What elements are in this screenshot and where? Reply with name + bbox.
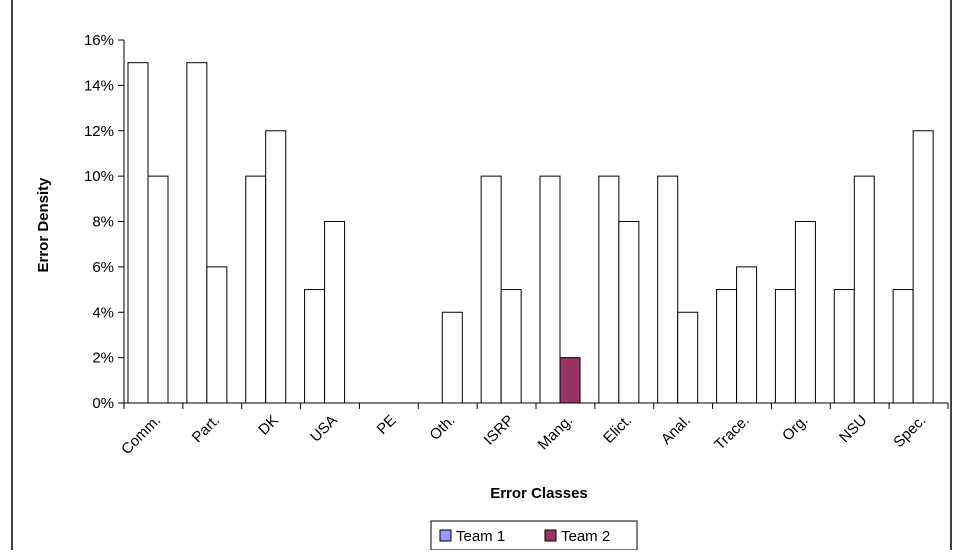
y-tick-label: 8% xyxy=(92,214,114,231)
bar-team-1 xyxy=(304,289,326,404)
bar-team-1 xyxy=(127,62,149,404)
x-tick-label: Org. xyxy=(779,412,812,445)
bar-team-2 xyxy=(736,266,758,404)
y-tick-label: 10% xyxy=(84,168,114,185)
x-tick-label: NSU xyxy=(836,412,870,446)
x-tick-label: Anal. xyxy=(658,412,694,448)
bar-team-2 xyxy=(853,175,875,404)
legend-box xyxy=(430,520,638,551)
bars xyxy=(127,62,934,404)
bar-team-1 xyxy=(480,175,502,404)
bar-team-2 xyxy=(324,221,346,404)
y-tick-label: 14% xyxy=(84,77,114,94)
y-tick-label: 6% xyxy=(92,259,114,276)
x-tick-label: Trace. xyxy=(711,412,753,454)
legend-swatch-team-2 xyxy=(544,529,557,542)
legend: Team 1 Team 2 xyxy=(430,520,638,551)
x-tick-label: Elict. xyxy=(600,412,635,447)
bar-team-2 xyxy=(912,130,934,404)
y-tick-label: 4% xyxy=(92,304,114,321)
y-tick-label: 16% xyxy=(84,32,114,49)
x-tick-label: Part. xyxy=(189,412,223,446)
bar-team-2 xyxy=(794,221,816,404)
x-tick-label: Oth. xyxy=(426,412,458,444)
bar-team-2 xyxy=(559,357,581,404)
bar-team-2 xyxy=(618,221,640,404)
x-tick-label: Mang. xyxy=(535,412,577,454)
y-tick-label: 0% xyxy=(92,395,114,412)
bar-team-1 xyxy=(833,289,855,404)
x-tick-label: USA xyxy=(307,412,341,446)
x-tick-label: ISRP xyxy=(481,412,518,449)
bar-team-1 xyxy=(774,289,796,404)
bar-team-1 xyxy=(598,175,620,404)
x-tick-label: PE xyxy=(374,412,400,438)
bar-team-2 xyxy=(677,311,699,404)
legend-label-team-2: Team 2 xyxy=(561,528,610,545)
y-tick-labels: 0% 2% 4% 6% 8% 10% 12% 14% 16% xyxy=(84,32,114,412)
bar-team-2 xyxy=(206,266,228,404)
legend-label-team-1: Team 1 xyxy=(456,528,505,545)
bar-team-1 xyxy=(186,62,208,404)
bar-team-2 xyxy=(500,289,522,404)
axes xyxy=(118,39,949,409)
x-axis-title: Error Classes xyxy=(490,485,588,502)
x-tick-label: DK xyxy=(255,412,282,439)
bar-team-2 xyxy=(441,311,463,404)
bar-team-1 xyxy=(716,289,738,404)
y-tick-label: 12% xyxy=(84,123,114,140)
x-tick-label: Spec. xyxy=(890,412,929,451)
bar-team-1 xyxy=(245,175,267,404)
x-tick-labels: Comm. Part. DK USA PE Oth. ISRP Mang. Elict. Anal… xyxy=(118,412,929,458)
frame-border xyxy=(11,0,952,550)
bar-team-2 xyxy=(147,175,169,404)
bar-team-1 xyxy=(657,175,679,404)
bar-team-1 xyxy=(892,289,914,404)
bar-team-1 xyxy=(539,175,561,404)
bar-team-2 xyxy=(265,130,287,404)
y-axis-title: Error Density xyxy=(35,177,52,273)
legend-swatch-team-1 xyxy=(439,529,452,542)
x-tick-label: Comm. xyxy=(118,412,164,458)
y-tick-label: 2% xyxy=(92,350,114,367)
